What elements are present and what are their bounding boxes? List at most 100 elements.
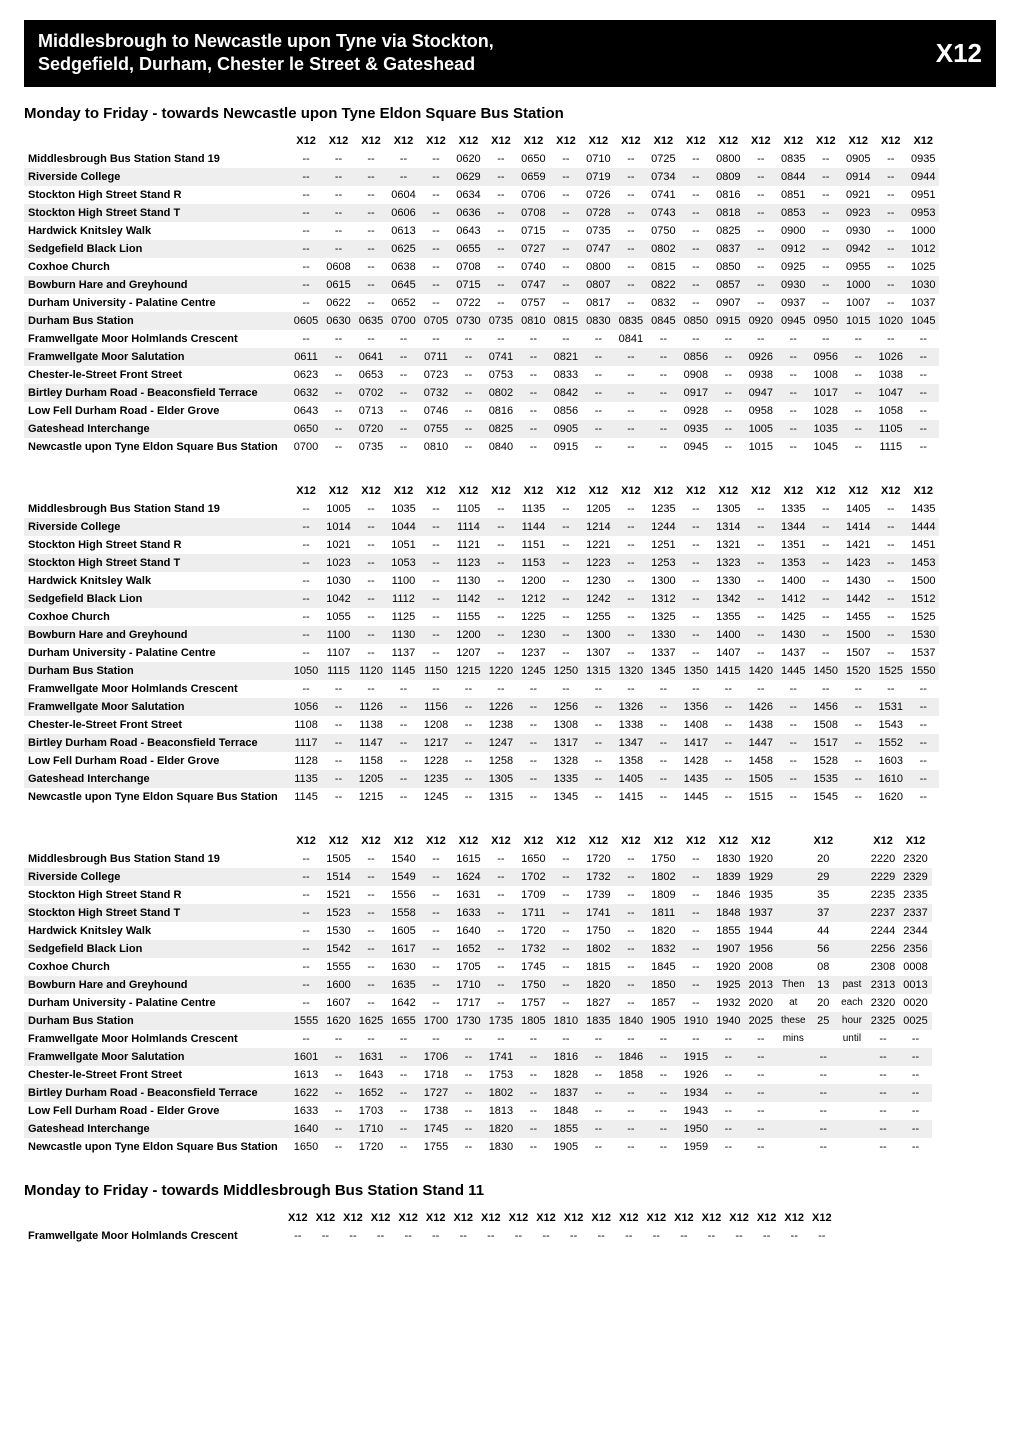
time-cell: 1115 <box>875 438 907 456</box>
time-cell: 1720 <box>582 850 614 868</box>
time-cell: -- <box>550 536 582 554</box>
time-cell: 1549 <box>387 868 419 886</box>
time-cell: -- <box>647 770 679 788</box>
time-cell: -- <box>517 770 549 788</box>
time-cell: 1130 <box>387 626 419 644</box>
time-cell: 0817 <box>582 294 614 312</box>
time-cell: -- <box>485 258 517 276</box>
time-cell: 1605 <box>387 922 419 940</box>
time-cell: -- <box>745 608 777 626</box>
time-cell: -- <box>712 402 744 420</box>
time-cell: 2235 <box>867 886 899 904</box>
col-header: X12 <box>680 482 712 500</box>
time-cell: -- <box>712 1084 744 1102</box>
stop-name: Newcastle upon Tyne Eldon Square Bus Sta… <box>24 438 290 456</box>
time-cell <box>777 1120 809 1138</box>
time-cell: 1245 <box>517 662 549 680</box>
time-cell: -- <box>290 850 322 868</box>
time-cell: -- <box>777 716 809 734</box>
time-cell: 0625 <box>387 240 419 258</box>
time-cell: -- <box>322 402 354 420</box>
col-header: X12 <box>810 482 842 500</box>
time-cell: -- <box>485 976 517 994</box>
time-cell: 0821 <box>550 348 582 366</box>
time-cell: -- <box>355 940 387 958</box>
time-cell: -- <box>680 940 712 958</box>
time-cell: 1428 <box>680 752 712 770</box>
time-cell: -- <box>875 644 907 662</box>
time-cell: 1703 <box>355 1102 387 1120</box>
time-cell: 1415 <box>712 662 744 680</box>
time-cell: -- <box>875 680 907 698</box>
time-cell: -- <box>485 886 517 904</box>
time-cell: -- <box>550 626 582 644</box>
time-cell <box>777 904 809 922</box>
time-cell: 1414 <box>842 518 874 536</box>
time-cell: -- <box>680 994 712 1012</box>
time-cell: 0650 <box>290 420 322 438</box>
time-cell: 1338 <box>615 716 647 734</box>
time-cell: -- <box>550 976 582 994</box>
time-cell: -- <box>615 554 647 572</box>
col-header: X12 <box>680 132 712 150</box>
time-cell: -- <box>322 1066 354 1084</box>
stop-name: Hardwick Knitsley Walk <box>24 922 290 940</box>
stop-name: Sedgefield Black Lion <box>24 240 290 258</box>
col-header: X12 <box>810 132 842 150</box>
time-cell: -- <box>867 1066 899 1084</box>
time-cell: -- <box>745 330 777 348</box>
time-cell: -- <box>647 788 679 806</box>
time-cell: -- <box>712 384 744 402</box>
time-cell: -- <box>582 680 614 698</box>
time-cell: -- <box>680 258 712 276</box>
time-cell: -- <box>712 734 744 752</box>
time-cell: -- <box>485 850 517 868</box>
time-cell: -- <box>810 554 842 572</box>
time-cell: 0955 <box>842 258 874 276</box>
time-cell: -- <box>290 590 322 608</box>
time-cell: -- <box>290 536 322 554</box>
time-cell: 1445 <box>680 788 712 806</box>
time-cell: -- <box>387 330 419 348</box>
time-cell: 1220 <box>485 662 517 680</box>
time-cell: 1447 <box>745 734 777 752</box>
time-cell: -- <box>387 1120 419 1138</box>
time-cell: 1200 <box>517 572 549 590</box>
time-cell: 1317 <box>550 734 582 752</box>
time-cell: 1705 <box>452 958 484 976</box>
time-cell: 2308 <box>867 958 899 976</box>
time-cell: -- <box>550 886 582 904</box>
time-cell: 0705 <box>420 312 452 330</box>
time-cell: -- <box>615 1102 647 1120</box>
col-header: X12 <box>452 482 484 500</box>
time-cell: 0800 <box>582 258 614 276</box>
time-cell: 0013 <box>899 976 931 994</box>
time-cell: 1242 <box>582 590 614 608</box>
time-cell: -- <box>322 204 354 222</box>
time-cell: 1350 <box>680 662 712 680</box>
time-cell: 1650 <box>290 1138 322 1156</box>
time-cell: -- <box>290 572 322 590</box>
time-cell: 1832 <box>647 940 679 958</box>
time-cell: -- <box>712 366 744 384</box>
time-cell: -- <box>485 1030 517 1048</box>
time-cell: 0608 <box>322 258 354 276</box>
time-cell: -- <box>907 788 939 806</box>
time-cell: -- <box>290 518 322 536</box>
time-cell: 1130 <box>452 572 484 590</box>
time-cell: -- <box>452 788 484 806</box>
stop-name: Framwellgate Moor Salutation <box>24 698 290 716</box>
time-cell: 1950 <box>680 1120 712 1138</box>
col-header: X12 <box>312 1209 340 1227</box>
time-cell: -- <box>670 1227 698 1245</box>
time-cell: 0755 <box>420 420 452 438</box>
time-cell: 1226 <box>485 698 517 716</box>
time-cell: 0652 <box>387 294 419 312</box>
section1-title: Monday to Friday - towards Newcastle upo… <box>24 105 996 122</box>
time-cell: 1320 <box>615 662 647 680</box>
time-cell: past <box>837 976 867 994</box>
time-cell: -- <box>907 420 939 438</box>
time-cell: -- <box>582 1066 614 1084</box>
time-cell: 0634 <box>452 186 484 204</box>
time-cell: 20 <box>810 994 838 1012</box>
